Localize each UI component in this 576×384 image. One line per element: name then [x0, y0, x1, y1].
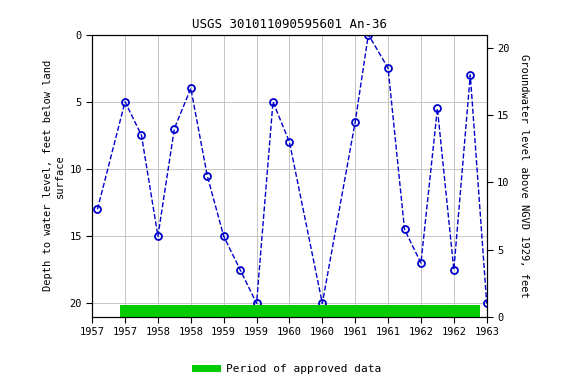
Title: USGS 301011090595601 An-36: USGS 301011090595601 An-36	[192, 18, 387, 31]
Bar	[120, 305, 480, 317]
Y-axis label: Depth to water level, feet below land
surface: Depth to water level, feet below land su…	[43, 60, 65, 291]
Y-axis label: Groundwater level above NGVD 1929, feet: Groundwater level above NGVD 1929, feet	[519, 54, 529, 298]
Legend: Period of approved data: Period of approved data	[191, 359, 385, 379]
